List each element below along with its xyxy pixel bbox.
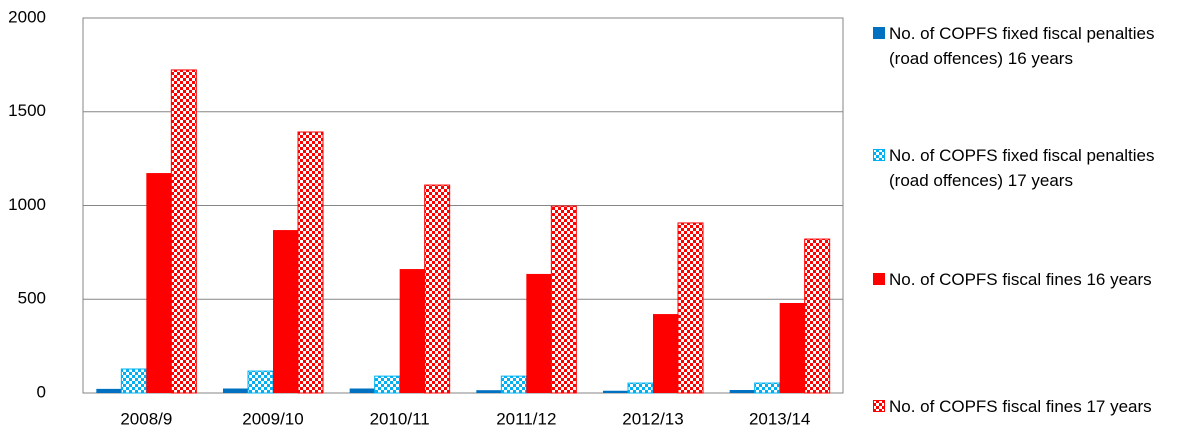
bar bbox=[146, 173, 172, 393]
bar bbox=[653, 314, 678, 393]
x-tick-label: 2008/9 bbox=[120, 409, 172, 428]
bar bbox=[677, 222, 704, 394]
legend-item: No. of COPFS fiscal fines 16 years bbox=[873, 267, 1183, 292]
bar bbox=[247, 370, 274, 394]
legend-label: No. of COPFS fixed fiscal penalties (roa… bbox=[889, 24, 1155, 68]
bar bbox=[804, 238, 831, 394]
bar bbox=[500, 375, 527, 394]
bar bbox=[476, 390, 502, 393]
bar bbox=[603, 390, 628, 393]
bar bbox=[754, 382, 781, 394]
legend-item: No. of COPFS fixed fiscal penalties (roa… bbox=[873, 21, 1183, 71]
bar bbox=[170, 69, 197, 394]
bar bbox=[550, 205, 577, 394]
y-tick-label: 1000 bbox=[8, 195, 46, 214]
x-tick-label: 2012/13 bbox=[622, 409, 683, 428]
bar bbox=[526, 273, 552, 393]
legend-label: No. of COPFS fixed fiscal penalties (roa… bbox=[889, 146, 1155, 190]
legend-label: No. of COPFS fiscal fines 17 years bbox=[889, 397, 1152, 416]
bar bbox=[374, 375, 401, 394]
bar bbox=[627, 382, 654, 394]
bar bbox=[96, 388, 122, 393]
y-tick-label: 0 bbox=[37, 382, 46, 401]
legend-swatch bbox=[873, 400, 885, 412]
x-tick-label: 2010/11 bbox=[370, 409, 430, 428]
bar bbox=[779, 303, 805, 393]
bar bbox=[120, 368, 147, 394]
bar bbox=[399, 269, 425, 393]
legend-item: No. of COPFS fixed fiscal penalties (roa… bbox=[873, 143, 1183, 193]
legend-label: No. of COPFS fiscal fines 16 years bbox=[889, 270, 1152, 289]
y-tick-label: 1500 bbox=[8, 101, 46, 120]
legend-swatch bbox=[873, 273, 885, 285]
x-tick-label: 2009/10 bbox=[242, 409, 303, 428]
y-tick-label: 500 bbox=[18, 289, 46, 308]
bar bbox=[729, 390, 755, 393]
y-tick-label: 2000 bbox=[8, 7, 46, 26]
bar bbox=[349, 388, 375, 393]
legend-item: No. of COPFS fiscal fines 17 years bbox=[873, 394, 1183, 419]
legend-swatch bbox=[873, 149, 885, 161]
legend-swatch bbox=[873, 27, 885, 39]
x-tick-label: 2011/12 bbox=[496, 409, 556, 428]
bar bbox=[273, 230, 298, 393]
x-tick-label: 2013/14 bbox=[749, 409, 810, 428]
bar bbox=[223, 388, 248, 393]
bar bbox=[297, 131, 324, 394]
plot-border bbox=[82, 17, 844, 394]
bar bbox=[424, 184, 451, 394]
